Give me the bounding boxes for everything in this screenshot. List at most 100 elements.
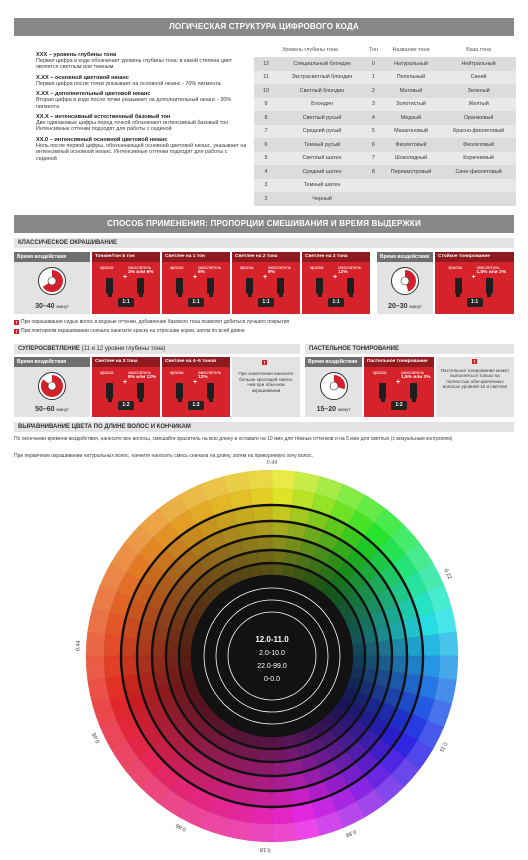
table-cell: Перламутровый <box>390 168 432 175</box>
table-cell: Темный русый <box>303 141 341 148</box>
wheel-cell <box>271 774 290 792</box>
section-header: ЛОГИЧЕСКАЯ СТРУКТУРА ЦИФРОВОГО КОДА <box>14 18 514 36</box>
table-cell <box>441 192 516 206</box>
paragraph: По окончании времени воздействия, нанеси… <box>14 436 453 442</box>
wheel-core <box>192 576 352 736</box>
mix-card: Светлее на 2 тона краска окислитель 9% +1:1 <box>232 252 300 314</box>
tube-cap <box>177 398 182 402</box>
wheel-cell <box>136 638 154 657</box>
outer-label: 0.22 <box>442 568 452 580</box>
wheel-cell <box>351 655 366 669</box>
table-cell: Нейтральный <box>461 60 496 67</box>
wheel-cell <box>178 655 193 669</box>
oxidant-label: окислитель <box>198 370 222 375</box>
ratio: 1:1 <box>258 298 274 307</box>
mix-card: Светлее на 3 тона краска окислитель 9% или … <box>92 357 160 417</box>
table-cell: Светлый русый <box>302 114 342 121</box>
oxidant-percent: 12% <box>338 270 348 275</box>
table-cell: 3 <box>371 101 375 108</box>
center-label: 0-0.0 <box>264 676 280 683</box>
wheel-cell <box>390 638 408 657</box>
tube-cap <box>138 293 143 297</box>
oxidant-label: окислитель <box>401 370 425 375</box>
time-box: Время воздействия 50–60 минут <box>14 357 90 417</box>
wheel-cell <box>271 562 285 577</box>
wheel-cell <box>351 643 366 657</box>
clock-center <box>47 381 57 391</box>
table-cell: Синий <box>470 74 487 81</box>
wheel-cell <box>136 655 154 674</box>
card-title: Светлее на 3 тона <box>302 252 370 262</box>
subsection-title: ПАСТЕЛЬНОЕ ТОНИРОВАНИЕ <box>305 344 514 354</box>
table-cell <box>366 192 381 206</box>
table-cell: Красно-фиолетовый <box>453 128 505 135</box>
wheel-cell <box>405 655 424 676</box>
tube-icon <box>137 278 144 294</box>
oxidant-label: окислитель <box>268 265 292 270</box>
wheel-cell <box>252 504 273 523</box>
wheel-cell <box>249 487 273 507</box>
oxidant-percent: 1,5% или 3% <box>401 375 431 380</box>
table-cell: Черный <box>312 195 332 202</box>
table-cell: 3 <box>264 182 268 189</box>
tube-icon <box>106 278 113 294</box>
mix-card: Пастельное тонирование краска окислитель 1,… <box>364 357 434 417</box>
oxidant-label: окислитель <box>198 265 222 270</box>
wheel-cell <box>151 655 168 672</box>
clock-center <box>329 381 338 391</box>
dye-label: краска <box>170 370 184 375</box>
mix-card: Светлее на 1 тон краска окислитель 6% +1:1 <box>162 252 230 314</box>
tube-icon <box>106 383 113 399</box>
wheel-cell <box>271 520 290 538</box>
oxidant-percent: 1,5% или 3% <box>476 270 506 275</box>
alert-icon: ! <box>14 329 19 334</box>
subsection-title: КЛАССИЧЕСКОЕ ОКРАШИВАНИЕ <box>14 238 514 248</box>
time-unit: минут <box>338 407 351 412</box>
legend-text: Ноль после первой цифры, обозначающей ос… <box>36 142 247 162</box>
table-cell: Блондин <box>311 101 333 108</box>
tube-cap <box>177 293 182 297</box>
table-cell: 4 <box>371 114 375 121</box>
time-value: 30–40 <box>35 303 55 310</box>
table-cell: Пепельный <box>396 74 426 81</box>
table-cell: 7 <box>371 155 375 162</box>
column-header: База тона <box>466 47 492 53</box>
wheel-cell <box>271 748 287 763</box>
time-text: 20–30 минут <box>377 303 433 310</box>
wheel-cell <box>85 631 106 657</box>
tube-cap <box>107 293 112 297</box>
oxidant-percent: 12% <box>198 375 208 380</box>
table-cell: Светлый блондин <box>299 87 345 94</box>
wheel-cell <box>151 640 168 657</box>
wheel-cell <box>271 535 288 552</box>
wheel-cell <box>390 655 408 674</box>
time-unit: минут <box>56 304 69 309</box>
wheel-cell <box>271 805 295 825</box>
table-row: 4 Средний шатен 8 Перламутровый Сине-фиолето… <box>254 165 516 179</box>
ratio: 1:2 <box>391 401 407 410</box>
wheel-cell <box>271 822 297 843</box>
table-header-row: Уровень глубины тона Тон Название тона База… <box>254 43 516 57</box>
dye-label: краска <box>448 265 462 270</box>
clock-center <box>47 276 57 286</box>
tube-cap <box>317 293 322 297</box>
oxidant-percent: 9% <box>268 270 275 275</box>
wheel-cell <box>85 655 106 681</box>
wheel-cell <box>103 633 123 657</box>
wheel-cell <box>364 641 379 657</box>
table-cell: 6 <box>371 141 375 148</box>
plus: + <box>471 274 476 281</box>
plus: + <box>193 274 198 281</box>
mix-card: Светлее на 3 тона краска окислитель 12% +1:1 <box>302 252 370 314</box>
wheel-cell <box>247 469 273 490</box>
tube-cap <box>107 398 112 402</box>
clock-icon <box>319 372 348 400</box>
ring-border <box>164 548 380 764</box>
tube-icon <box>246 278 253 294</box>
column-header: Уровень глубины тона <box>282 47 338 53</box>
time-unit: минут <box>56 407 69 412</box>
core-ring <box>215 599 329 713</box>
tube-icon <box>176 383 183 399</box>
center-label: 2.0-10.0 <box>259 650 285 657</box>
wheel-cell <box>256 760 273 777</box>
